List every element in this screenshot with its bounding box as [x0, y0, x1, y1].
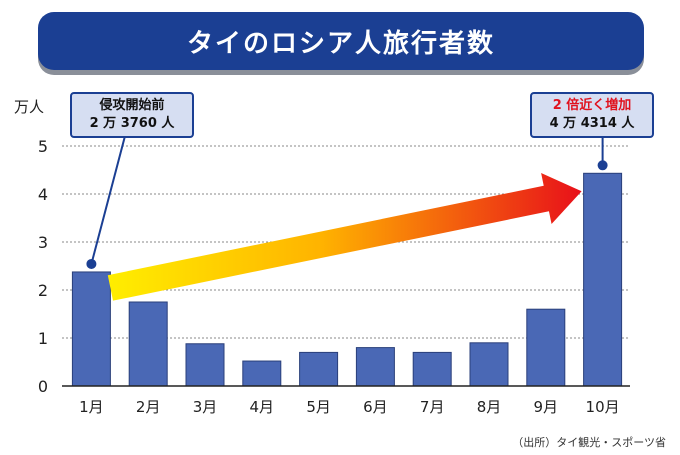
title-banner: タイのロシア人旅行者数 [38, 12, 644, 70]
callout-before-line1: 侵攻開始前 [99, 98, 165, 113]
x-tick-label: 9月 [534, 398, 559, 416]
x-tick-label: 8月 [477, 398, 502, 416]
y-tick-label: 2 [38, 281, 48, 300]
x-tick-label: 1月 [79, 398, 104, 416]
bar [412, 351, 452, 387]
y-tick-label: 5 [38, 137, 48, 156]
callout-before-connector [90, 135, 126, 265]
callout-before-dot [86, 258, 97, 269]
x-tick-label: 10月 [586, 398, 620, 416]
callout-after-dot [597, 160, 608, 171]
x-tick-label: 5月 [306, 398, 331, 416]
y-tick-label: 4 [38, 185, 48, 204]
growth-arrow [107, 173, 582, 301]
callout-after-line1: 2 倍近く増加 [552, 98, 632, 113]
bar [469, 342, 509, 387]
x-tick-label: 2月 [136, 398, 161, 416]
bar [71, 271, 111, 387]
x-tick-label: 4月 [250, 398, 275, 416]
chart-title: タイのロシア人旅行者数 [186, 28, 495, 59]
y-axis-unit-label: 万人 [14, 98, 44, 116]
y-tick-label: 0 [38, 377, 48, 396]
callout-after-line2: 4 万 4314 人 [549, 116, 635, 131]
source-note: （出所）タイ観光・スポーツ省 [512, 436, 666, 449]
x-tick-label: 7月 [420, 398, 445, 416]
x-tick-label: 6月 [363, 398, 388, 416]
bar [185, 343, 225, 387]
bar [128, 301, 168, 387]
bar [583, 172, 623, 387]
y-tick-label: 1 [38, 329, 48, 348]
callout-before-invasion: 侵攻開始前 2 万 3760 人 [70, 92, 194, 138]
bar [355, 347, 395, 387]
callout-october: 2 倍近く増加 4 万 4314 人 [530, 92, 654, 138]
y-tick-label: 3 [38, 233, 48, 252]
bar [299, 351, 339, 387]
callout-before-line2: 2 万 3760 人 [89, 116, 175, 131]
x-tick-label: 3月 [193, 398, 218, 416]
bar [242, 360, 282, 387]
bar [526, 308, 566, 387]
